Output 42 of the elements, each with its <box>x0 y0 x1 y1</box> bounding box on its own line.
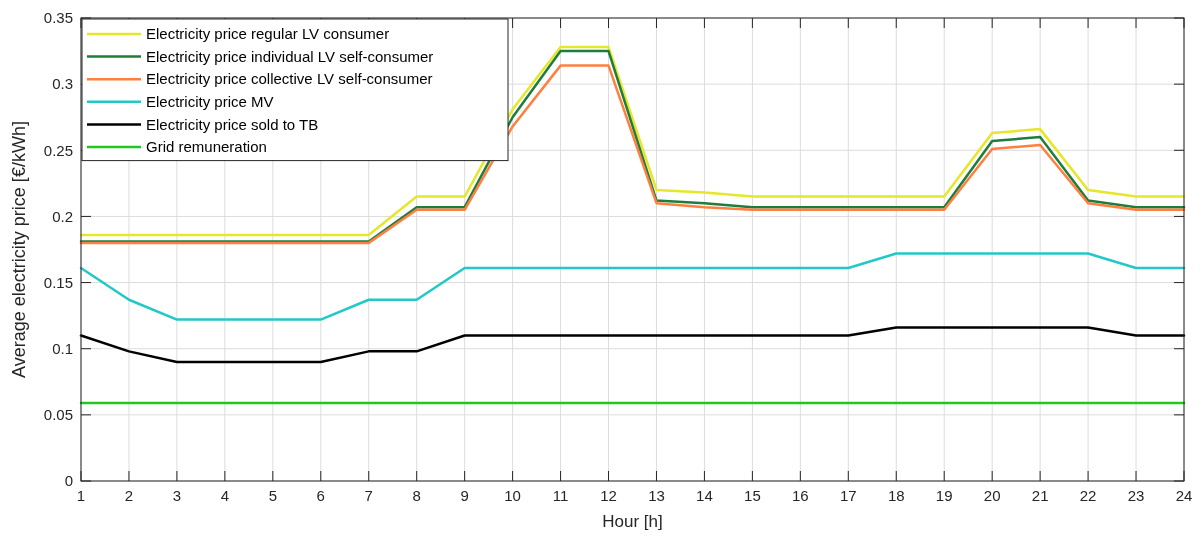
x-tick-label: 8 <box>412 487 421 504</box>
x-axis-title: Hour [h] <box>602 512 663 531</box>
x-tick-label: 5 <box>268 487 277 504</box>
y-tick-label: 0.35 <box>43 9 73 27</box>
x-tick-label: 1 <box>76 487 86 504</box>
legend-label: Electricity price collective LV self-consumer <box>146 70 433 88</box>
x-tick-label: 15 <box>744 487 761 504</box>
line-series <box>79 326 1186 364</box>
y-tick-label: 0 <box>64 472 73 490</box>
line-series <box>79 252 1186 321</box>
y-tick-label: 0.25 <box>43 141 73 159</box>
y-tick-label: 0.1 <box>52 339 73 357</box>
x-tick-label: 13 <box>648 487 665 504</box>
x-tick-label: 3 <box>172 487 182 504</box>
x-tick-label: 23 <box>1127 487 1145 504</box>
x-tick-label: 22 <box>1079 487 1097 504</box>
x-tick-label: 19 <box>935 487 953 504</box>
x-tick-label: 18 <box>887 487 905 504</box>
x-tick-label: 2 <box>124 487 134 504</box>
x-tick-label: 10 <box>504 487 521 504</box>
legend-label: Electricity price regular LV consumer <box>146 25 390 43</box>
y-tick-label: 0.2 <box>52 207 73 225</box>
x-tick-label: 4 <box>220 487 230 504</box>
y-axis-title: Average electricity price [€/kWh] <box>9 121 29 378</box>
legend-label: Grid remuneration <box>146 138 267 156</box>
y-tick-label: 0.05 <box>43 406 73 424</box>
x-tick-label: 24 <box>1175 487 1193 504</box>
x-tick-label: 12 <box>600 487 617 504</box>
legend-label: Electricity price sold to TB <box>146 115 319 133</box>
x-tick-label: 7 <box>364 487 373 504</box>
y-tick-label: 0.3 <box>52 75 73 93</box>
x-tick-label: 16 <box>792 487 809 504</box>
x-tick-label: 20 <box>983 487 1001 504</box>
x-tick-label: 11 <box>552 487 569 504</box>
legend-label: Electricity price individual LV self-consumer <box>146 47 434 65</box>
x-tick-label: 14 <box>696 487 713 504</box>
x-tick-label: 6 <box>316 487 325 504</box>
x-tick-label: 17 <box>839 487 857 504</box>
x-tick-label: 9 <box>460 487 469 504</box>
x-tick-label: 21 <box>1031 487 1049 504</box>
y-tick-label: 0.15 <box>43 273 73 291</box>
legend-label: Electricity price MV <box>146 93 274 111</box>
